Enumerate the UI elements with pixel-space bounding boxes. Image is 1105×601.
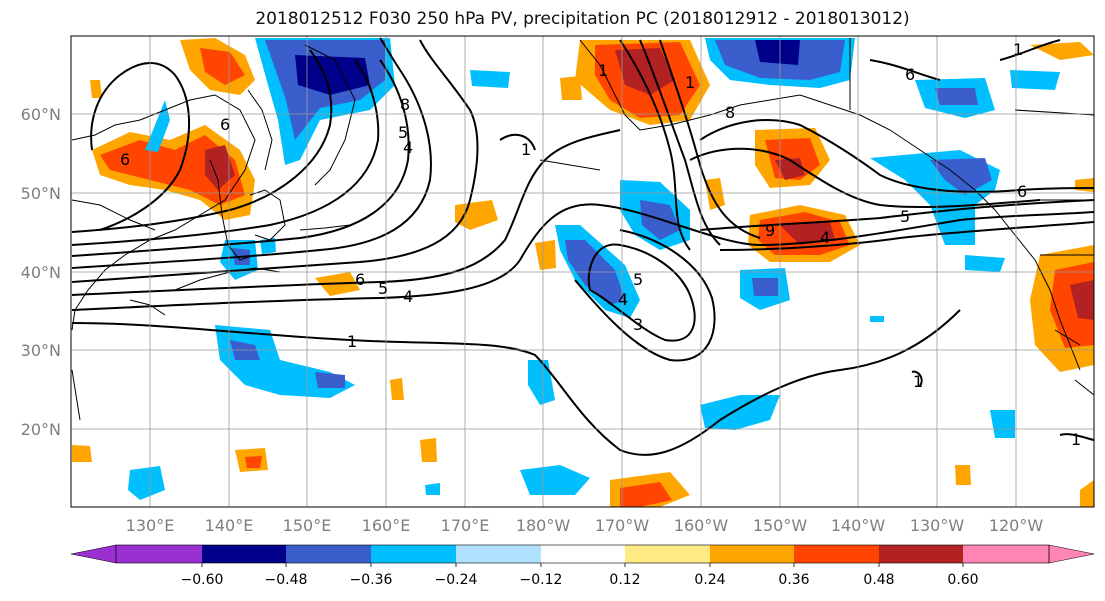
lat-label: 60°N xyxy=(21,105,61,124)
colorbar-ticks xyxy=(201,563,964,567)
contour-label: 6 xyxy=(120,150,130,169)
colorbar-tick-label: −0.12 xyxy=(520,572,563,588)
map-title: 2018012512 F030 250 hPa PV, precipitatio… xyxy=(255,9,910,29)
contour-label: 9 xyxy=(765,221,775,240)
lon-label: 130°E xyxy=(126,516,175,535)
colorbar-tick-label: 0.60 xyxy=(947,572,978,588)
lat-label: 40°N xyxy=(21,263,61,282)
colorbar-segment xyxy=(879,545,963,563)
colorbar-segment xyxy=(794,545,879,563)
contour-label: 1 xyxy=(521,140,531,159)
map-frame xyxy=(70,35,1095,508)
colorbar-segment xyxy=(202,545,286,563)
lon-label: 130°W xyxy=(910,516,965,535)
colorbar: −0.60 −0.48 −0.36 −0.24 −0.12 0.12 0.24 … xyxy=(70,544,1095,588)
contour-label-group: 6 6 8 5 4 6 5 4 1 1 1 1 1 5 4 3 5 4 9 8 … xyxy=(120,40,1081,449)
contour-label: 3 xyxy=(633,315,643,334)
contour-label: 6 xyxy=(355,270,365,289)
lon-label: 180°W xyxy=(516,516,571,535)
contour-label: 1 xyxy=(913,372,923,391)
lon-label: 150°W xyxy=(753,516,808,535)
colorbar-tick-label: 0.36 xyxy=(778,572,809,588)
contour-label: 5 xyxy=(378,279,388,298)
lat-label: 50°N xyxy=(21,184,61,203)
graticule xyxy=(71,36,1094,507)
negative-precip-anomalies xyxy=(128,38,1060,500)
colorbar-tick-label: −0.24 xyxy=(435,572,478,588)
colorbar-segment xyxy=(116,545,202,563)
longitude-labels: 130°E 140°E 150°E 160°E 170°E 180°W 170°… xyxy=(126,516,1044,535)
contour-label: 6 xyxy=(1017,182,1027,201)
pv-contours xyxy=(71,37,1094,456)
contour-label: 6 xyxy=(220,115,230,134)
contour-label: 4 xyxy=(403,287,413,306)
contour-label: 5 xyxy=(633,270,643,289)
lon-label: 160°E xyxy=(362,516,411,535)
colorbar-segment xyxy=(286,545,371,563)
lon-label: 140°W xyxy=(831,516,886,535)
colorbar-tick-labels: −0.60 −0.48 −0.36 −0.24 −0.12 0.12 0.24 … xyxy=(181,572,979,588)
lat-label: 30°N xyxy=(21,341,61,360)
contour-label: 1 xyxy=(347,332,357,351)
contour-label: 1 xyxy=(685,73,695,92)
lon-label: 170°E xyxy=(441,516,490,535)
lon-label: 150°E xyxy=(283,516,332,535)
contour-label: 6 xyxy=(905,65,915,84)
lat-label: 20°N xyxy=(21,420,61,439)
colorbar-segment xyxy=(541,545,625,563)
contour-label: 1 xyxy=(1013,40,1023,59)
colorbar-tick-label: −0.60 xyxy=(181,572,224,588)
colorbar-tick-label: −0.48 xyxy=(265,572,308,588)
lon-label: 170°W xyxy=(595,516,650,535)
contour-label: 8 xyxy=(725,103,735,122)
colorbar-tick-label: 0.48 xyxy=(863,572,894,588)
contour-label: 5 xyxy=(398,123,408,142)
latitude-labels: 60°N 50°N 40°N 30°N 20°N xyxy=(21,105,61,439)
colorbar-outline xyxy=(115,544,1050,564)
lon-label: 140°E xyxy=(205,516,254,535)
contour-label: 1 xyxy=(1071,430,1081,449)
colorbar-tick-label: 0.12 xyxy=(609,572,640,588)
colorbar-segment xyxy=(371,545,456,563)
contour-label: 4 xyxy=(403,138,413,157)
colorbar-segment xyxy=(456,545,541,563)
colorbar-extend-low xyxy=(70,544,117,564)
colorbar-extend-high xyxy=(1048,544,1095,564)
contour-label: 8 xyxy=(400,95,410,114)
contour-label: 4 xyxy=(618,290,628,309)
contour-label: 1 xyxy=(598,61,608,80)
contour-label: 5 xyxy=(900,207,910,226)
colorbar-tick-label: 0.24 xyxy=(694,572,725,588)
colorbar-segment xyxy=(963,545,1049,563)
lon-label: 120°W xyxy=(989,516,1044,535)
colorbar-tick-label: −0.36 xyxy=(350,572,393,588)
colorbar-segment xyxy=(710,545,794,563)
lon-label: 160°W xyxy=(674,516,729,535)
contour-label: 4 xyxy=(820,228,830,247)
colorbar-segment xyxy=(625,545,710,563)
